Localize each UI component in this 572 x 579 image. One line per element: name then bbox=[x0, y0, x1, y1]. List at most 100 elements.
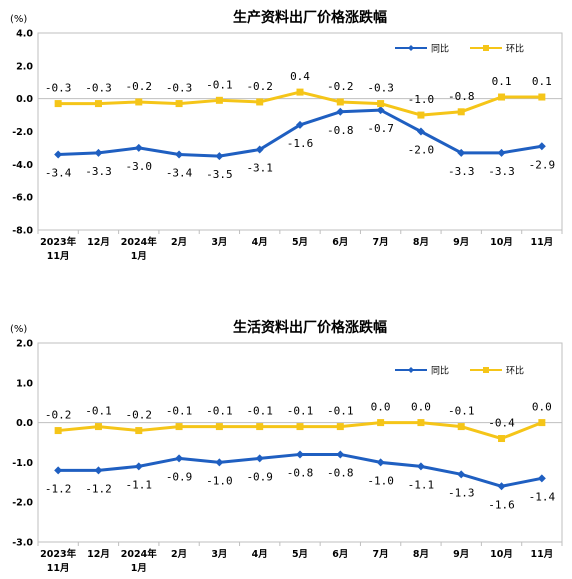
data-point-yoy bbox=[175, 454, 184, 463]
data-label-yoy: -0.8 bbox=[327, 466, 354, 479]
data-point-yoy bbox=[457, 470, 466, 479]
data-label-mom: -0.3 bbox=[85, 82, 112, 95]
data-point-yoy bbox=[54, 466, 63, 475]
data-label-mom: -0.1 bbox=[206, 78, 233, 91]
x-tick-label: 12月 bbox=[87, 237, 110, 248]
data-point-mom bbox=[296, 423, 304, 431]
data-label-mom: -0.1 bbox=[327, 405, 354, 418]
data-label-mom: 0.0 bbox=[371, 401, 391, 414]
x-tick-label: 9月 bbox=[453, 549, 469, 560]
data-label-yoy: -0.8 bbox=[287, 466, 314, 479]
data-label-mom: -0.8 bbox=[448, 90, 475, 103]
x-tick-label: 8月 bbox=[413, 549, 429, 560]
plot-area-border bbox=[37, 342, 563, 543]
data-label-mom: -0.2 bbox=[246, 80, 273, 93]
data-label-yoy: -3.3 bbox=[448, 165, 475, 178]
data-point-yoy bbox=[54, 150, 63, 159]
x-tick-label: 7月 bbox=[373, 549, 389, 560]
data-label-mom: -0.1 bbox=[85, 405, 112, 418]
legend-marker-yoy bbox=[408, 367, 414, 373]
production-materials-chart-svg: 生产资料出厂价格涨跌幅 (%) 4.0 2.0 0.0 -2.0 -4.0 -6.0 -8.0 2… bbox=[10, 9, 563, 262]
data-label-yoy: -3.0 bbox=[126, 160, 153, 173]
data-label-mom: -0.1 bbox=[246, 405, 273, 418]
data-point-mom bbox=[94, 100, 102, 108]
data-point-mom bbox=[377, 419, 385, 427]
data-label-mom: -0.1 bbox=[166, 405, 193, 418]
legend-marker-mom bbox=[483, 45, 489, 51]
data-label-yoy: -1.6 bbox=[488, 498, 515, 511]
data-label-yoy: -1.4 bbox=[529, 490, 556, 503]
data-label-yoy: -0.9 bbox=[246, 470, 273, 483]
y-tick-label: 1.0 bbox=[16, 378, 33, 389]
data-point-yoy bbox=[175, 150, 184, 159]
data-label-yoy: -1.2 bbox=[45, 482, 72, 495]
data-label-yoy: -1.6 bbox=[287, 137, 314, 150]
data-point-yoy bbox=[215, 458, 224, 467]
data-point-yoy bbox=[296, 120, 304, 129]
data-point-yoy bbox=[416, 462, 425, 471]
x-tick-label: 2月 bbox=[171, 549, 187, 560]
data-point-mom bbox=[135, 98, 143, 106]
legend-marker-mom bbox=[483, 367, 489, 373]
data-label-yoy: -3.4 bbox=[166, 166, 193, 179]
x-tick-label: 2月 bbox=[171, 237, 187, 248]
data-label-mom: -0.2 bbox=[327, 80, 354, 93]
data-point-mom bbox=[175, 100, 183, 108]
data-label-mom: -0.4 bbox=[488, 417, 515, 430]
data-point-yoy bbox=[336, 450, 345, 459]
x-tick-label: 2024年 bbox=[121, 548, 157, 560]
data-point-mom bbox=[256, 98, 264, 106]
data-point-mom bbox=[54, 427, 62, 435]
data-point-mom bbox=[417, 111, 425, 119]
data-point-yoy bbox=[134, 462, 143, 471]
y-axis-unit: (%) bbox=[10, 14, 27, 25]
x-tick-label: 7月 bbox=[373, 237, 389, 248]
data-point-mom bbox=[94, 423, 102, 431]
data-point-yoy bbox=[336, 107, 345, 116]
legend-marker-yoy bbox=[408, 45, 414, 51]
data-label-mom: 0.4 bbox=[290, 70, 310, 83]
data-label-yoy: -0.7 bbox=[367, 122, 394, 135]
data-point-yoy bbox=[215, 152, 224, 161]
data-point-mom bbox=[498, 93, 506, 101]
data-label-mom: 0.0 bbox=[411, 401, 431, 414]
x-tick-label: 2024年 bbox=[121, 236, 157, 248]
data-point-yoy bbox=[255, 454, 264, 463]
data-point-mom bbox=[256, 423, 264, 431]
data-label-mom: -0.1 bbox=[287, 405, 314, 418]
data-point-mom bbox=[417, 419, 425, 427]
plot-area-border bbox=[37, 32, 563, 231]
x-tick-label-line2: 1月 bbox=[131, 563, 147, 574]
x-tick-label: 2023年 bbox=[40, 236, 76, 248]
data-label-yoy: -1.3 bbox=[448, 486, 475, 499]
x-tick-label: 6月 bbox=[332, 549, 348, 560]
y-axis-unit: (%) bbox=[10, 324, 27, 335]
y-tick-label: -6.0 bbox=[12, 193, 33, 204]
x-tick-label: 10月 bbox=[490, 237, 513, 248]
data-label-mom: -1.0 bbox=[408, 93, 435, 106]
data-point-yoy bbox=[296, 450, 304, 459]
data-label-yoy: -1.1 bbox=[408, 478, 435, 491]
data-label-mom: -0.2 bbox=[45, 409, 72, 422]
data-point-mom bbox=[377, 100, 385, 108]
production-materials-chart: 生产资料出厂价格涨跌幅 (%) 4.0 2.0 0.0 -2.0 -4.0 -6.0 -8.0 2… bbox=[0, 0, 572, 280]
data-label-yoy: -3.4 bbox=[45, 166, 72, 179]
data-label-yoy: -3.3 bbox=[85, 165, 112, 178]
data-label-yoy: -1.0 bbox=[367, 474, 394, 487]
x-tick-label: 5月 bbox=[292, 549, 308, 560]
living-materials-chart-svg: 生活资料出厂价格涨跌幅 (%) 2.0 1.0 0.0 -1.0 -2.0 -3.0 2023年… bbox=[10, 319, 563, 574]
data-label-yoy: -1.1 bbox=[126, 478, 153, 491]
data-point-mom bbox=[215, 96, 223, 104]
data-point-mom bbox=[135, 427, 143, 435]
y-tick-label: -3.0 bbox=[12, 538, 33, 549]
legend-label-mom: 环比 bbox=[506, 365, 524, 377]
data-point-yoy bbox=[255, 145, 264, 154]
data-point-yoy bbox=[134, 143, 143, 152]
data-label-mom: -0.1 bbox=[206, 405, 233, 418]
data-point-mom bbox=[538, 419, 546, 427]
y-tick-label: -8.0 bbox=[12, 226, 33, 237]
data-label-yoy: -2.0 bbox=[408, 144, 435, 157]
y-tick-label: 0.0 bbox=[16, 418, 33, 429]
data-point-yoy bbox=[376, 106, 385, 115]
x-tick-label: 9月 bbox=[453, 237, 469, 248]
